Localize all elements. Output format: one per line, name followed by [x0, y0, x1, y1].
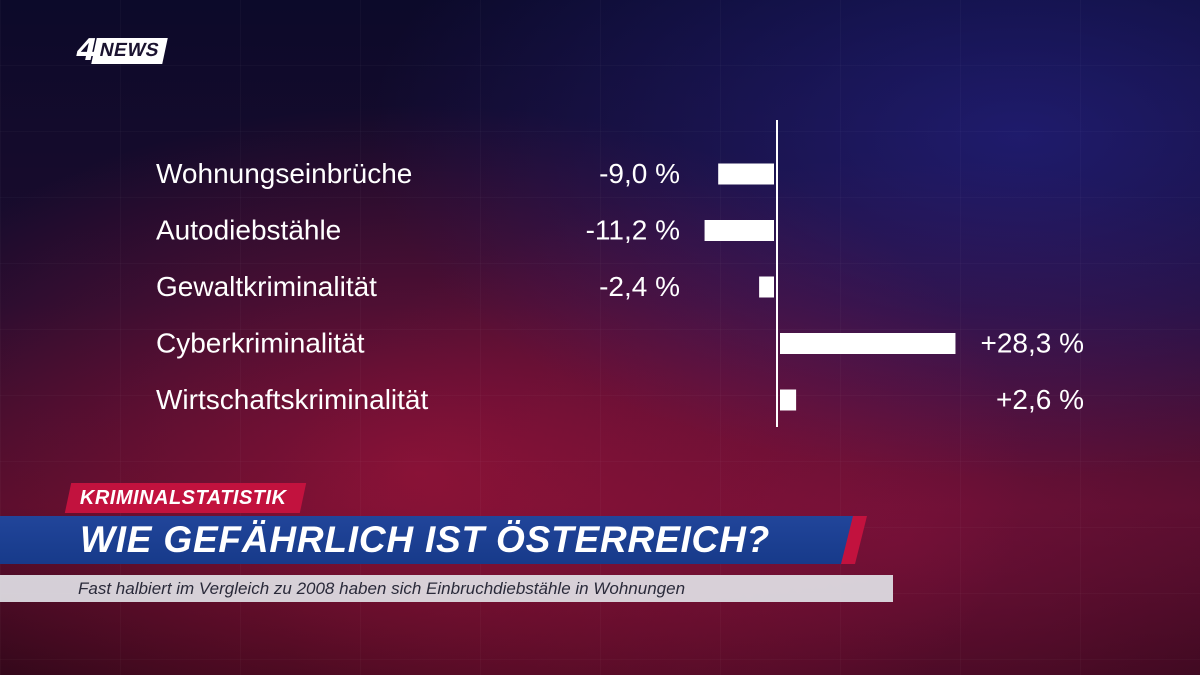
headline-bar: WIE GEFÄHRLICH IST ÖSTERREICH? — [0, 516, 860, 564]
bar-chart: Wohnungseinbrüche -9,0 % Autodiebstähle -11… — [0, 0, 1200, 480]
bar — [780, 333, 956, 354]
category-label: Gewaltkriminalität — [156, 271, 377, 302]
headline-text: WIE GEFÄHRLICH IST ÖSTERREICH? — [80, 519, 770, 560]
category-label: Autodiebstähle — [156, 215, 341, 246]
value-label: -2,4 % — [599, 271, 680, 302]
value-label: +28,3 % — [980, 328, 1084, 359]
kicker-badge: KRIMINALSTATISTIK — [64, 483, 306, 513]
subline-text: Fast halbiert im Vergleich zu 2008 haben… — [78, 578, 686, 598]
bar — [718, 163, 774, 185]
category-label: Wirtschaftskriminalität — [156, 384, 428, 415]
value-label: -9,0 % — [599, 158, 680, 189]
bar — [759, 276, 774, 298]
category-label: Cyberkriminalität — [156, 328, 365, 359]
bar — [780, 389, 797, 411]
bar — [704, 220, 774, 241]
kicker-text: KRIMINALSTATISTIK — [80, 486, 287, 509]
value-label: +2,6 % — [996, 384, 1084, 415]
category-label: Wohnungseinbrüche — [156, 158, 412, 189]
value-label: -11,2 % — [586, 215, 680, 246]
subline-bar: Fast halbiert im Vergleich zu 2008 haben… — [0, 575, 893, 602]
